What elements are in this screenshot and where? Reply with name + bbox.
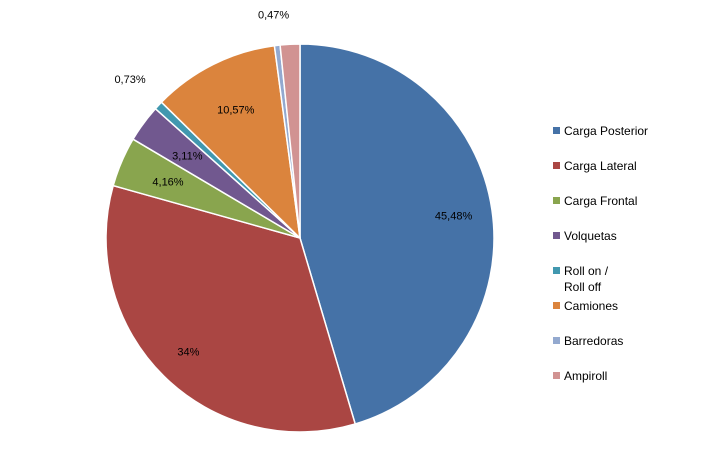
data-label-carga-lateral: 34%: [177, 346, 199, 358]
data-label-volquetas: 3,11%: [172, 150, 203, 162]
legend-item-carga-lateral: Carga Lateral: [553, 159, 637, 173]
legend-label-carga-lateral: Carga Lateral: [564, 159, 637, 173]
data-label-carga-posterior: 45,48%: [435, 211, 473, 223]
pie-slices: [105, 43, 495, 433]
legend-label-camiones: Camiones: [564, 299, 618, 313]
legend-swatch-ampiroll: [553, 372, 560, 379]
legend-swatch-roll-on-roll-off: [553, 267, 560, 274]
legend-item-ampiroll: Ampiroll: [553, 369, 607, 383]
legend-label-carga-frontal: Carga Frontal: [564, 194, 637, 208]
legend-swatch-carga-frontal: [553, 197, 560, 204]
data-labels: 45,48%34%4,16%3,11%0,73%10,57%0,47%1,64%: [114, 10, 473, 359]
legend-swatch-camiones: [553, 302, 560, 309]
legend-label-ampiroll: Ampiroll: [564, 369, 607, 383]
pie-slice-carga-lateral: [105, 184, 357, 433]
data-label-carga-frontal: 4,16%: [152, 177, 183, 189]
pie-slice-carga-posterior: [299, 43, 495, 425]
pie-slice-ampiroll: [279, 43, 301, 239]
legend-item-volquetas: Volquetas: [553, 229, 617, 243]
legend-label-volquetas: Volquetas: [564, 229, 617, 243]
legend-swatch-carga-posterior: [553, 127, 560, 134]
data-label-barredoras: 0,47%: [258, 10, 289, 22]
legend-item-camiones: Camiones: [553, 299, 618, 313]
legend: Carga Posterior Carga Lateral Carga Fronta…: [553, 124, 648, 383]
legend-swatch-volquetas: [553, 232, 560, 239]
legend-label-carga-posterior: Carga Posterior: [564, 124, 648, 138]
legend-label-barredoras: Barredoras: [564, 334, 623, 348]
legend-label-roll-on-roll-off-line-2: Roll off: [564, 280, 602, 294]
legend-swatch-barredoras: [553, 337, 560, 344]
legend-item-roll-on-roll-off: Roll on / Roll off: [553, 264, 609, 294]
legend-label-roll-on-roll-off-line-1: Roll on /: [564, 264, 609, 278]
legend-item-carga-posterior: Carga Posterior: [553, 124, 648, 138]
legend-item-barredoras: Barredoras: [553, 334, 623, 348]
legend-swatch-carga-lateral: [553, 162, 560, 169]
pie-slice-camiones: [160, 44, 302, 241]
data-label-camiones: 10,57%: [217, 105, 255, 117]
data-label-roll-on-roll-off: 0,73%: [114, 74, 145, 86]
legend-item-carga-frontal: Carga Frontal: [553, 194, 637, 208]
